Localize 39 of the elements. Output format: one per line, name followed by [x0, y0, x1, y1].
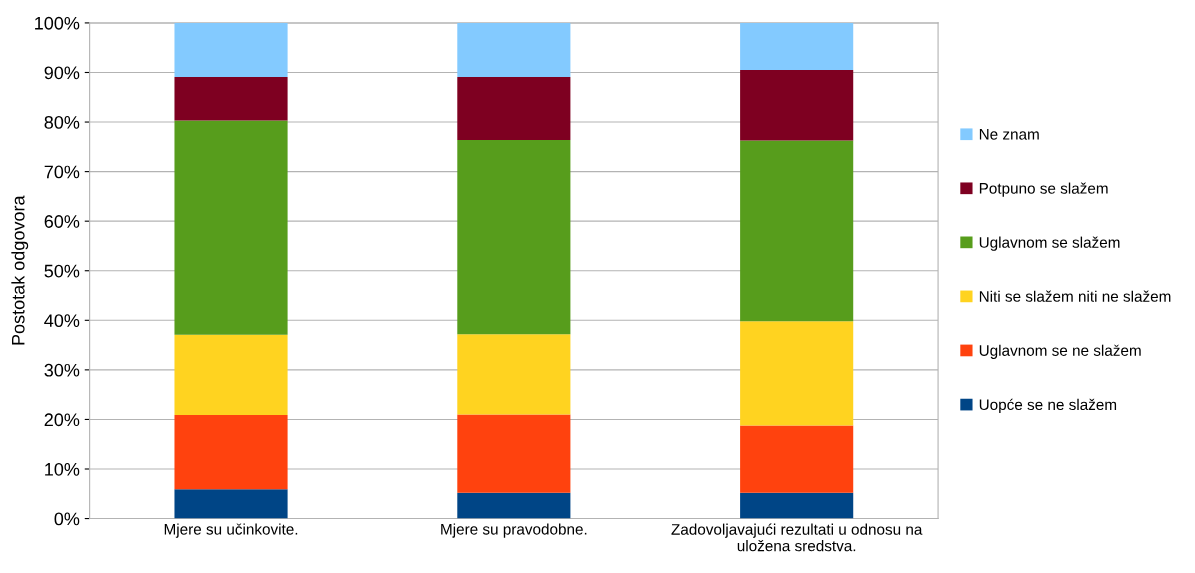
legend-label: Uopće se ne slažem — [979, 398, 1117, 414]
legend-label: Potpuno se slažem — [979, 182, 1108, 197]
legend-label: Uglavnom se slažem — [979, 236, 1120, 251]
y-tick-label: 0% — [54, 512, 80, 526]
y-tick-label: 20% — [44, 413, 80, 427]
bar — [174, 334, 288, 415]
bar — [740, 321, 854, 426]
bar — [174, 22, 288, 77]
bar — [457, 139, 571, 335]
bar — [457, 76, 571, 140]
y-axis-title: Postotak odgovora — [11, 195, 29, 345]
legend-label: Ne znam — [979, 129, 1039, 140]
bar — [740, 140, 854, 322]
bar — [174, 489, 288, 519]
y-tick-label: 10% — [45, 462, 80, 476]
bar — [740, 492, 854, 519]
y-tick-label: 30% — [44, 363, 80, 377]
y-tick-label: 40% — [44, 314, 80, 328]
x-tick-label: Mjere su pravodobne. — [441, 523, 587, 538]
bar — [740, 22, 854, 71]
y-tick-label: 90% — [44, 66, 80, 80]
bar — [457, 334, 571, 415]
x-tick-label: Zadovoljavajući rezultati u odnosu na uložena sredstva. — [671, 523, 923, 552]
y-tick-label: 70% — [44, 165, 80, 179]
bar — [740, 70, 854, 141]
legend-label: Niti se slažem niti ne slažem — [979, 290, 1171, 302]
y-tick-label: 80% — [44, 115, 80, 129]
legend-label: Uglavnom se ne slažem — [979, 344, 1141, 359]
bar — [174, 414, 288, 490]
bar — [457, 492, 571, 519]
y-tick-label: 100% — [35, 16, 80, 30]
bar — [457, 414, 571, 493]
bar — [457, 22, 571, 77]
y-tick-label: 50% — [44, 264, 80, 278]
y-tick-label: 60% — [44, 215, 80, 228]
bar — [174, 76, 288, 121]
bar — [740, 425, 854, 493]
x-tick-label: Mjere su učinkovite. — [164, 523, 298, 538]
bar — [174, 120, 288, 335]
